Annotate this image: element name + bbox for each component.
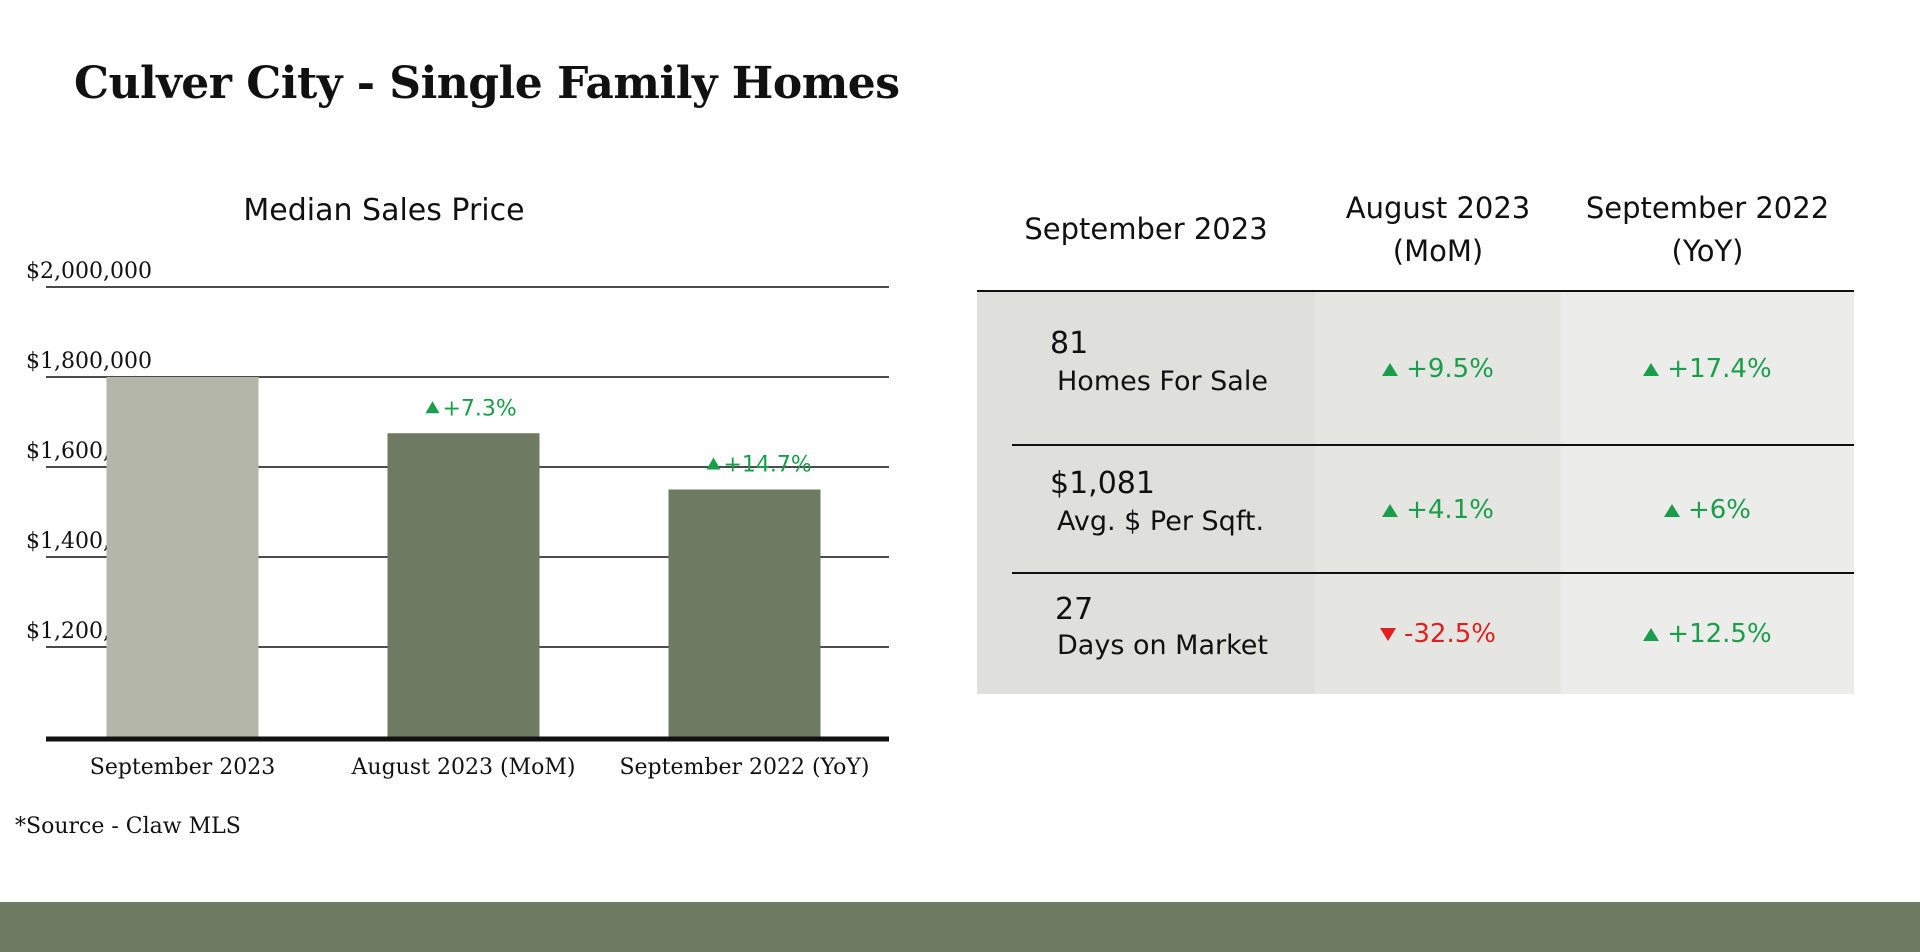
metric-label: Avg. $ Per Sqft. xyxy=(1057,506,1265,537)
stats-row-days-on-market: 27 Days on Market -32.5% +12.5% xyxy=(977,574,1854,694)
bar xyxy=(106,377,259,737)
data-label-text: +7.3% xyxy=(443,396,517,421)
yoy-change-cell: +17.4% xyxy=(1561,292,1854,446)
mom-change-value: +9.5% xyxy=(1406,354,1494,384)
mom-change: +9.5% xyxy=(1382,354,1494,384)
header-mom-label: August 2023 xyxy=(1345,190,1531,225)
source-note: *Source - Claw MLS xyxy=(15,814,241,839)
stats-header: September 2023 August 2023 (MoM) Septemb… xyxy=(977,170,1854,292)
mom-change: +4.1% xyxy=(1382,495,1494,525)
metric-label: Days on Market xyxy=(1057,630,1268,661)
x-axis-ticks: September 2023 August 2023 (MoM) September… xyxy=(90,755,870,780)
y-tick-label: $1,800,000 xyxy=(26,349,152,374)
metric-value: 81 xyxy=(1050,326,1089,361)
metric-label: Homes For Sale xyxy=(1057,366,1268,397)
arrow-up-icon xyxy=(1382,503,1399,517)
yoy-change-cell: +12.5% xyxy=(1561,574,1854,694)
metric-cell: 27 Days on Market xyxy=(977,574,1315,694)
mom-change: -32.5% xyxy=(1380,619,1496,649)
row-divider xyxy=(1012,572,1854,574)
header-mom: August 2023 (MoM) xyxy=(1315,170,1561,290)
header-current-label: September 2023 xyxy=(1024,212,1268,247)
yoy-change-cell: +6% xyxy=(1561,446,1854,574)
bar-data-label: +14.7% xyxy=(706,453,812,478)
arrow-down-icon xyxy=(1380,627,1396,641)
chart-title: Median Sales Price xyxy=(243,193,524,228)
stats-row-avg-price-per-sqft: $1,081 Avg. $ Per Sqft. +4.1% +6% xyxy=(977,446,1854,574)
yoy-change: +6% xyxy=(1663,495,1752,525)
median-sales-price-chart: Median Sales Price $1,200,000$1,400,000$… xyxy=(26,193,889,780)
header-yoy-label: September 2022 xyxy=(1585,190,1830,225)
yoy-change-value: +6% xyxy=(1687,495,1752,525)
yoy-change: +12.5% xyxy=(1643,619,1772,649)
arrow-up-icon xyxy=(1382,362,1399,376)
header-yoy: September 2022 (YoY) xyxy=(1561,170,1854,290)
metric-value: $1,081 xyxy=(1050,466,1155,501)
mom-change-value: -32.5% xyxy=(1404,619,1496,649)
yoy-change-value: +12.5% xyxy=(1667,619,1772,649)
bar xyxy=(668,489,821,737)
bar xyxy=(387,433,540,737)
arrow-up-icon xyxy=(1663,503,1680,517)
row-divider xyxy=(1012,444,1854,446)
metric-cell: 81 Homes For Sale xyxy=(977,292,1315,446)
mom-change-cell: +9.5% xyxy=(1315,292,1561,446)
metric-value: 27 xyxy=(1055,592,1094,627)
data-labels: +7.3% +14.7% xyxy=(425,396,812,478)
mom-change-cell: +4.1% xyxy=(1315,446,1561,574)
x-tick-label: September 2023 xyxy=(90,755,276,780)
stats-table: September 2023 August 2023 (MoM) Septemb… xyxy=(977,170,1854,694)
mom-change-value: +4.1% xyxy=(1406,495,1494,525)
header-yoy-sub: (YoY) xyxy=(1671,234,1744,268)
page-title: Culver City - Single Family Homes xyxy=(74,58,900,109)
x-tick-label: September 2022 (YoY) xyxy=(619,755,869,780)
x-tick-label: August 2023 (MoM) xyxy=(351,755,576,780)
arrow-up-icon xyxy=(706,457,721,470)
arrow-up-icon xyxy=(1643,627,1660,641)
bars xyxy=(106,377,821,737)
mom-change-cell: -32.5% xyxy=(1315,574,1561,694)
footer-bar xyxy=(0,902,1920,952)
yoy-change: +17.4% xyxy=(1643,354,1772,384)
header-mom-sub: (MoM) xyxy=(1392,234,1484,268)
y-tick-label: $2,000,000 xyxy=(26,259,152,284)
bar-data-label: +7.3% xyxy=(425,396,517,421)
data-label-text: +14.7% xyxy=(724,453,812,478)
arrow-up-icon xyxy=(1643,362,1660,376)
stats-row-homes-for-sale: 81 Homes For Sale +9.5% +17.4% xyxy=(977,292,1854,446)
stats-body: 81 Homes For Sale +9.5% +17.4% $1,081 xyxy=(977,292,1854,694)
yoy-change-value: +17.4% xyxy=(1667,354,1772,384)
arrow-up-icon xyxy=(425,401,440,414)
metric-cell: $1,081 Avg. $ Per Sqft. xyxy=(977,446,1315,574)
header-current: September 2023 xyxy=(977,170,1315,290)
